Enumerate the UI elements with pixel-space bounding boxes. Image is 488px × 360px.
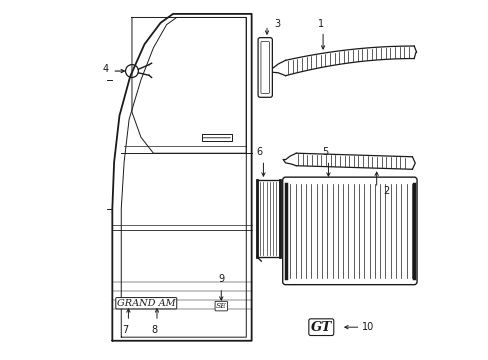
FancyBboxPatch shape xyxy=(261,41,269,93)
Text: GRAND AM: GRAND AM xyxy=(117,299,175,308)
Text: 9: 9 xyxy=(218,274,224,284)
Text: SE: SE xyxy=(215,302,226,310)
Text: 2: 2 xyxy=(382,186,388,197)
Text: 6: 6 xyxy=(256,147,263,157)
Text: 10: 10 xyxy=(362,322,374,332)
FancyBboxPatch shape xyxy=(282,177,416,285)
Text: 1: 1 xyxy=(318,19,324,29)
Text: 4: 4 xyxy=(102,64,108,74)
Text: 5: 5 xyxy=(321,147,327,157)
Text: 7: 7 xyxy=(122,325,128,336)
Text: 3: 3 xyxy=(274,19,280,30)
Text: 8: 8 xyxy=(151,325,157,336)
FancyBboxPatch shape xyxy=(258,38,272,97)
Text: GT: GT xyxy=(310,321,331,334)
